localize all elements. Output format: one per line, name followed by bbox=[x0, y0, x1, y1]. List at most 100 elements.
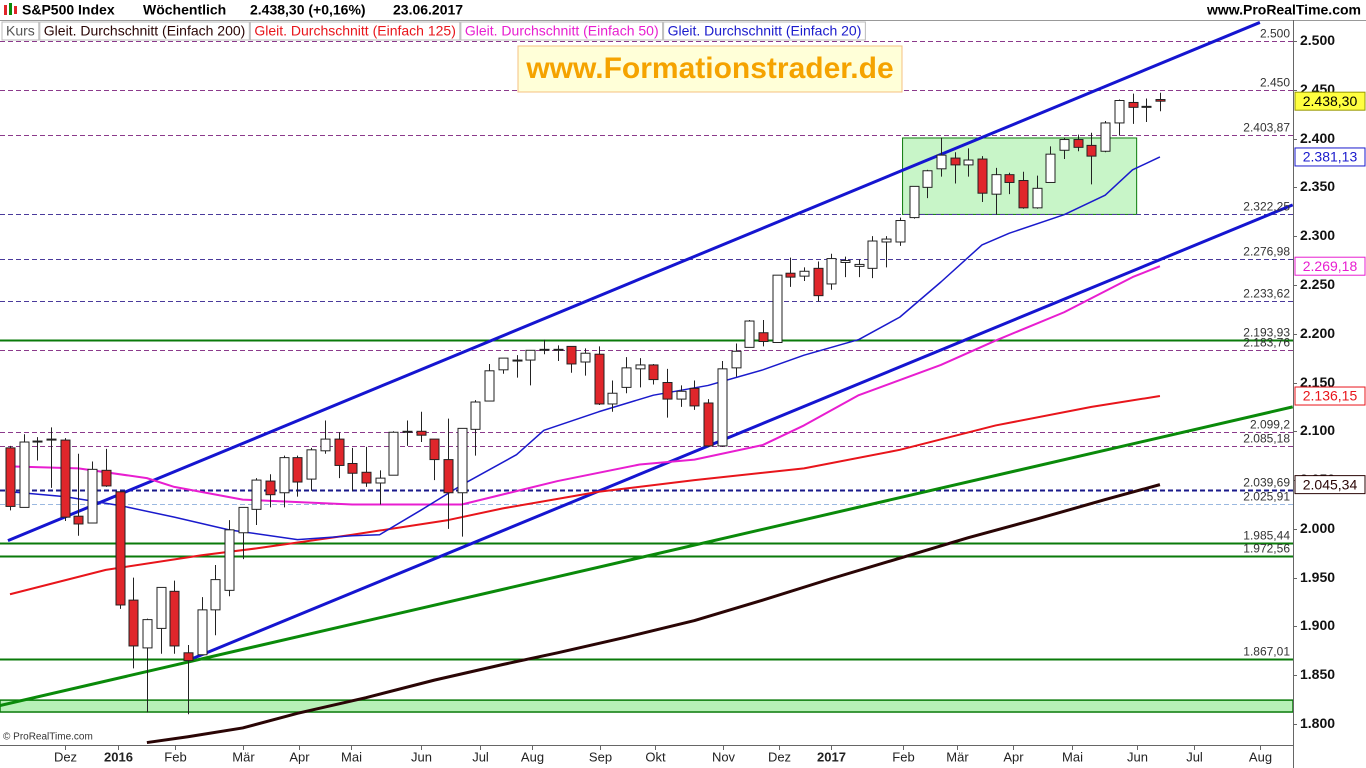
y-tick-label: 2.100 bbox=[1300, 422, 1335, 438]
legend-label: Kurs bbox=[6, 23, 35, 39]
candle-body bbox=[703, 402, 714, 447]
x-tick-label: Sep bbox=[589, 749, 612, 764]
candle-body bbox=[553, 348, 564, 351]
trendline bbox=[7, 21, 1261, 542]
x-tick-label: Nov bbox=[712, 749, 736, 764]
x-tick-label: Aug bbox=[1249, 749, 1272, 764]
legend-label: Gleit. Durchschnitt (Einfach 200) bbox=[44, 23, 246, 39]
price-badge bbox=[1294, 147, 1366, 167]
candle-body bbox=[607, 392, 618, 405]
candle-body bbox=[758, 332, 769, 343]
price-badge bbox=[1294, 475, 1366, 495]
candle-body bbox=[279, 457, 290, 494]
x-tick-label: Mär bbox=[232, 749, 255, 764]
x-tick-label: Apr bbox=[289, 749, 310, 764]
level-label: 1.985,44 bbox=[1243, 529, 1290, 543]
level-label: 2.085,18 bbox=[1243, 432, 1290, 446]
candle-body bbox=[361, 471, 372, 484]
header-source[interactable]: www.ProRealTime.com bbox=[1206, 2, 1361, 18]
candle-body bbox=[635, 364, 646, 370]
candle-body bbox=[991, 174, 1002, 195]
candle-body bbox=[785, 272, 796, 278]
candle-body bbox=[87, 468, 98, 524]
candle-body bbox=[470, 401, 481, 430]
y-tick-label: 2.400 bbox=[1300, 130, 1335, 146]
candle-body bbox=[1032, 187, 1043, 209]
candle-body bbox=[977, 158, 988, 194]
x-tick-label: Mai bbox=[1062, 749, 1083, 764]
candle-body bbox=[717, 368, 728, 447]
watermark: www.Formationstrader.de bbox=[517, 45, 903, 93]
candle-body bbox=[648, 364, 659, 381]
x-tick-label: Mai bbox=[341, 749, 362, 764]
candle-body bbox=[197, 609, 208, 656]
legend-item: Gleit. Durchschnitt (Einfach 50) bbox=[460, 21, 664, 41]
candle-body bbox=[183, 652, 194, 662]
candle-body bbox=[936, 154, 947, 170]
price-badge-label: 2.136,15 bbox=[1303, 388, 1358, 404]
candle-body bbox=[443, 459, 454, 494]
y-tick-label: 1.900 bbox=[1300, 617, 1335, 633]
candle-body bbox=[676, 390, 687, 400]
header-quote: 2.438,30 (+0,16%) bbox=[250, 2, 366, 18]
candle-body bbox=[1100, 122, 1111, 152]
price-badge-label: 2.381,13 bbox=[1303, 149, 1358, 165]
level-label: 2.233,62 bbox=[1243, 287, 1290, 301]
candle-body bbox=[826, 258, 837, 285]
candle-body bbox=[525, 349, 536, 361]
level-label: 2.183,76 bbox=[1243, 336, 1290, 350]
moving-average-line bbox=[9, 265, 1161, 506]
trendline bbox=[189, 203, 1293, 662]
level-label: 2.025,91 bbox=[1243, 490, 1290, 504]
candle-body bbox=[1114, 100, 1125, 124]
level-label: 1.867,01 bbox=[1243, 645, 1290, 659]
x-tick-label: Jul bbox=[472, 749, 489, 764]
x-tick-label: 2016 bbox=[104, 749, 133, 764]
y-tick-label: 1.850 bbox=[1300, 666, 1335, 682]
price-badge bbox=[1294, 91, 1366, 111]
x-tick-label: Jun bbox=[411, 749, 432, 764]
price-badge-label: 2.045,34 bbox=[1303, 476, 1358, 492]
level-label: 2.193,93 bbox=[1243, 326, 1290, 340]
y-tick-label: 2.350 bbox=[1300, 178, 1335, 194]
candle-body bbox=[101, 469, 112, 487]
x-tick-label: Mär bbox=[946, 749, 969, 764]
candle-body bbox=[60, 439, 71, 518]
header-icon bbox=[4, 3, 17, 15]
candle-body bbox=[772, 274, 783, 343]
candle-body bbox=[32, 440, 43, 443]
y-tick-label: 2.200 bbox=[1300, 325, 1335, 341]
level-label: 2.500 bbox=[1260, 27, 1290, 41]
candle-body bbox=[429, 438, 440, 461]
candle-body bbox=[594, 353, 605, 405]
candle-body bbox=[156, 586, 167, 629]
y-tick-label: 1.800 bbox=[1300, 715, 1335, 731]
candle-body bbox=[224, 529, 235, 591]
candle-body bbox=[813, 267, 824, 297]
candle-body bbox=[251, 479, 262, 510]
level-label: 2.322,25 bbox=[1243, 200, 1290, 214]
candle-body bbox=[744, 320, 755, 348]
x-tick-label: 2017 bbox=[817, 749, 846, 764]
candle-body bbox=[128, 599, 139, 647]
level-label: 2.450 bbox=[1260, 76, 1290, 90]
header-period: Wöchentlich bbox=[143, 2, 226, 18]
candle-body bbox=[895, 220, 906, 243]
candle-body bbox=[416, 430, 427, 436]
candle-body bbox=[347, 462, 358, 474]
candle-body bbox=[1045, 153, 1056, 183]
candle-body bbox=[1004, 174, 1015, 183]
candle-body bbox=[265, 480, 276, 496]
price-badge-label: 2.269,18 bbox=[1303, 258, 1358, 274]
trendline bbox=[0, 405, 1293, 707]
candle-body bbox=[1086, 144, 1097, 157]
price-badge bbox=[1294, 386, 1366, 406]
candle-body bbox=[539, 348, 550, 351]
candle-body bbox=[306, 449, 317, 480]
watermark-box bbox=[517, 45, 903, 93]
x-tick-label: Jul bbox=[1186, 749, 1203, 764]
legend-box bbox=[1, 21, 40, 41]
plot-area bbox=[0, 21, 1293, 745]
